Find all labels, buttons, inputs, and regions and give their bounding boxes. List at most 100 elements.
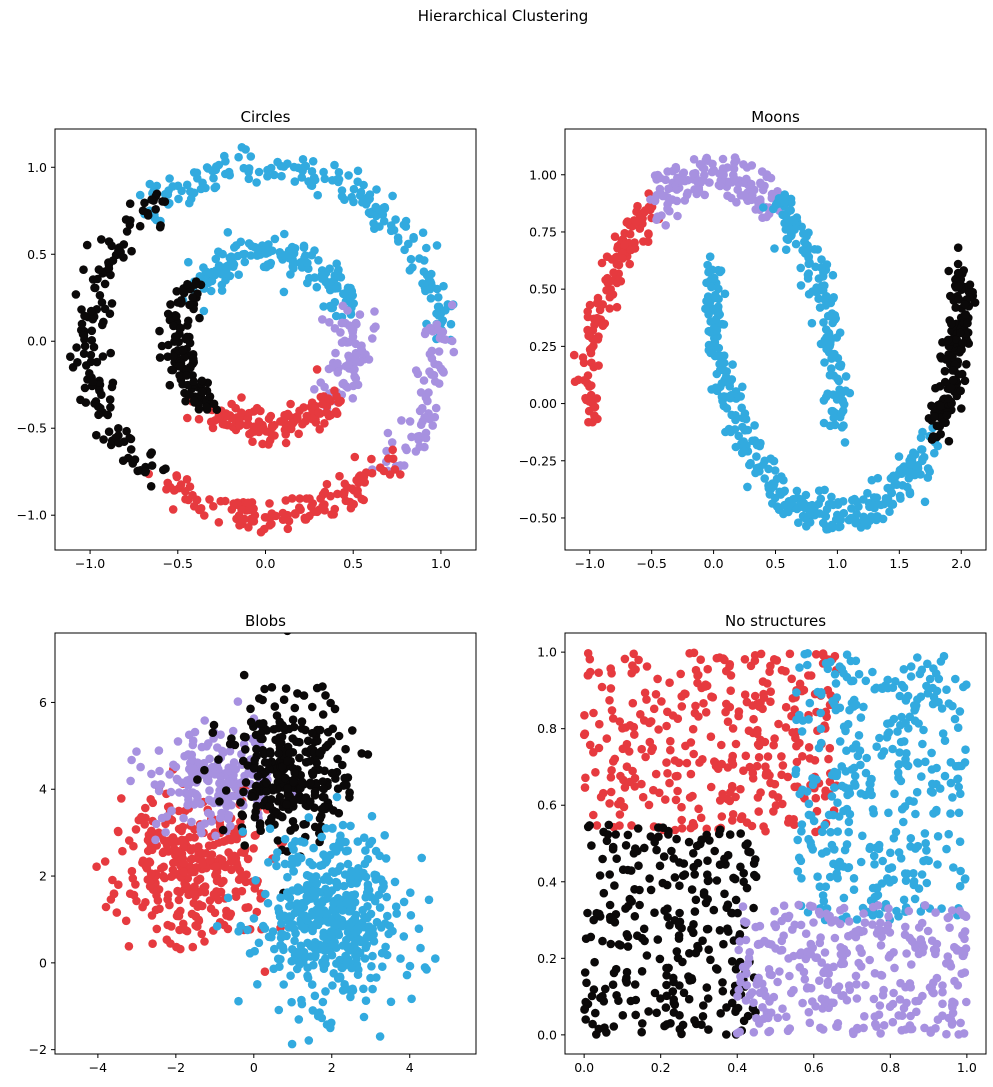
circles-point (246, 251, 256, 260)
no-structures-point (590, 957, 599, 967)
no-structures-point (937, 704, 947, 713)
blobs-point (179, 867, 189, 877)
circles-point (349, 184, 359, 194)
circles-point (244, 174, 254, 184)
moons-point (585, 382, 594, 391)
no-structures-point (598, 854, 607, 864)
blobs-point (174, 895, 184, 905)
no-structures-point (601, 984, 610, 994)
no-structures-point (830, 933, 840, 943)
moons-point (583, 312, 593, 322)
blobs-point (336, 899, 345, 908)
circles-point (210, 416, 220, 425)
no-structures-point (907, 936, 917, 946)
moons-point (961, 310, 971, 319)
blobs-point (345, 876, 355, 885)
circles-point (185, 198, 194, 208)
circles-point (174, 194, 183, 204)
circles-point (422, 243, 431, 253)
circles-point (176, 323, 185, 333)
no-structures-point (670, 756, 680, 765)
circles-point (406, 254, 416, 264)
blobs-point (113, 826, 123, 836)
blobs-point (206, 810, 215, 819)
circles-point (287, 494, 297, 503)
blobs-y-tick-label: 2 (39, 869, 47, 884)
blobs-point (209, 890, 219, 899)
circles-point (217, 280, 227, 290)
circles-point (305, 494, 314, 503)
no-structures-point (589, 985, 599, 994)
moons-point (609, 268, 618, 277)
no-structures-point (766, 661, 775, 671)
circles-point (264, 240, 273, 249)
no-structures-point (831, 916, 840, 925)
no-structures-point (906, 672, 916, 681)
no-structures-point (589, 810, 598, 820)
moons-point (768, 191, 777, 200)
no-structures-point (659, 852, 669, 861)
no-structures-point (700, 682, 710, 691)
blobs-point (313, 736, 322, 746)
circles-point (164, 186, 173, 195)
circles-point (106, 348, 115, 358)
circles-point (169, 352, 178, 361)
no-structures-point (795, 789, 804, 799)
no-structures-y-tick-label: 0.4 (537, 874, 557, 889)
blobs-point (108, 875, 117, 885)
no-structures-point (938, 999, 947, 1009)
moons-point (780, 197, 789, 207)
circles-ticks: −1.0 −0.5 0.0 0.5 1.0−1.0−0.50.00.51.0 (17, 160, 451, 571)
no-structures-point (723, 924, 732, 933)
circles-point (76, 395, 85, 405)
blobs-point (320, 766, 329, 776)
no-structures-point (725, 830, 735, 839)
moons-point (655, 173, 665, 183)
blobs-point (243, 925, 252, 935)
circles-point (86, 306, 96, 316)
moons-ticks: −1.0 −0.5 0.0 0.5 1.0 1.5 2.0−0.50−0.250.000.2… (519, 167, 972, 571)
moons-point (891, 479, 901, 489)
no-structures-point (909, 869, 918, 878)
moons-point (833, 500, 843, 510)
no-structures-point (753, 740, 763, 749)
blobs-point (267, 813, 276, 823)
no-structures-point (653, 935, 663, 944)
circles-point (100, 304, 110, 314)
no-structures-point (745, 762, 755, 772)
no-structures-point (960, 934, 969, 944)
circles-point (328, 303, 338, 313)
blobs-point (212, 876, 222, 886)
no-structures-point (859, 1023, 868, 1033)
no-structures-point (685, 949, 694, 958)
moons-point (689, 169, 698, 179)
no-structures-point (912, 787, 922, 797)
blobs-point (332, 882, 342, 892)
blobs-point (297, 999, 307, 1009)
no-structures-point (899, 665, 909, 674)
circles-point (370, 307, 379, 316)
no-structures-point (926, 1026, 936, 1035)
moons-point (698, 175, 708, 185)
circles-point (222, 265, 231, 274)
no-structures-point (703, 876, 713, 886)
no-structures-point (926, 786, 936, 796)
no-structures-point (825, 743, 835, 753)
no-structures-point (756, 788, 765, 797)
blobs-point (259, 719, 268, 728)
circles-point (310, 246, 319, 255)
blobs-point (268, 927, 278, 936)
blobs-point (173, 737, 183, 746)
moons-point (947, 319, 956, 329)
no-structures-point (621, 904, 630, 913)
blobs-point (288, 817, 298, 826)
blobs-point (239, 670, 249, 680)
circles-point (90, 399, 99, 408)
moons-point (800, 237, 809, 246)
circles-point (92, 430, 101, 440)
no-structures-point (861, 790, 870, 800)
no-structures-point (684, 994, 694, 1004)
moons-point (918, 454, 927, 464)
circles-point (135, 221, 145, 231)
no-structures-point (694, 804, 703, 814)
